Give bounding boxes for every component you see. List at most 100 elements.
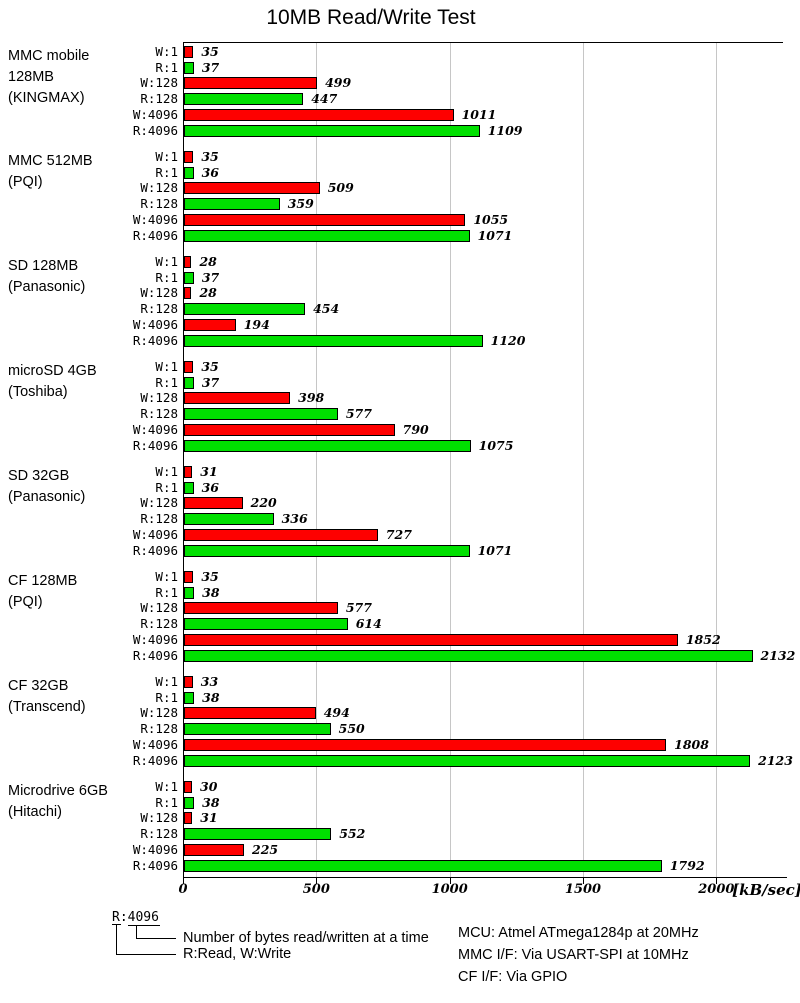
bar-read — [184, 334, 483, 347]
bar-row-label: R:1 — [155, 59, 178, 75]
bar-value-label: 28 — [199, 285, 217, 301]
legend-connector-line — [136, 925, 137, 939]
bar-value-label: 33 — [200, 674, 219, 689]
bar-row-label: R:128 — [140, 511, 178, 527]
bar-read — [184, 859, 662, 872]
bar-row-label: R:1 — [155, 269, 178, 285]
category-label-line: SD 128MB — [8, 258, 79, 274]
category-label-line: (Transcend) — [8, 699, 86, 715]
bar-row-label: W:1 — [155, 44, 178, 59]
category-label: MMC 512MB (PQI) — [8, 151, 178, 193]
bar-value-label: 1852 — [685, 631, 721, 647]
category-label-line: MMC 512MB — [8, 153, 93, 169]
bar-row-label: W:4096 — [132, 631, 178, 647]
legend-connector-line — [116, 954, 176, 955]
category-label-line: (Hitachi) — [8, 804, 62, 820]
bar-value-label: 1055 — [473, 211, 509, 227]
bar-row-label: R:1 — [155, 689, 178, 705]
bar-write — [184, 843, 244, 856]
bar-row-label: R:1 — [155, 479, 178, 495]
category-label-line: (PQI) — [8, 174, 43, 190]
bar-row-label: W:128 — [140, 285, 178, 301]
bar-value-label: 194 — [243, 316, 270, 332]
bar-value-label: 1792 — [669, 857, 705, 873]
bar-write — [184, 676, 193, 688]
legend-underline — [128, 925, 160, 926]
y-axis-line — [183, 42, 184, 878]
bar-write — [184, 571, 194, 583]
bar-row-label: R:4096 — [132, 857, 178, 873]
bar-row-label: R:128 — [140, 406, 178, 422]
bar-row-label: W:4096 — [132, 106, 178, 122]
bar-row-label: W:128 — [140, 390, 178, 406]
bar-write — [184, 46, 194, 58]
bar-row-label: R:4096 — [132, 437, 178, 453]
bar-value-label: 1808 — [674, 736, 709, 752]
bar-value-label: 38 — [202, 794, 220, 810]
bar-value-label: 577 — [345, 406, 372, 422]
bar-read — [184, 439, 471, 452]
bar-read — [184, 618, 348, 631]
bar-write — [184, 182, 320, 195]
category-label-line: microSD 4GB — [8, 363, 97, 379]
bar-row-label: R:4096 — [132, 332, 178, 348]
bar-write — [184, 392, 291, 405]
bar-read — [184, 271, 194, 284]
info-line-cf-if: CF I/F: Via GPIO — [458, 969, 568, 985]
bar-read — [184, 124, 480, 137]
bar-write — [184, 318, 236, 331]
gridline — [716, 43, 718, 877]
bar-row-label: R:128 — [140, 196, 178, 212]
bar-row-label: W:4096 — [132, 421, 178, 437]
bar-value-label: 577 — [345, 600, 372, 616]
bar-row-label: R:128 — [140, 91, 178, 107]
plot-top-border — [183, 42, 783, 43]
axis-tick — [583, 878, 584, 884]
category-label-line: (Panasonic) — [8, 279, 86, 295]
bar-value-label: 494 — [323, 705, 350, 721]
bar-value-label: 38 — [202, 689, 220, 705]
category-label: microSD 4GB (Toshiba) — [8, 361, 178, 403]
bar-value-label: 499 — [325, 75, 352, 91]
bar-row-label: W:1 — [155, 254, 178, 269]
bar-value-label: 336 — [281, 511, 308, 527]
plot-area: [kB/sec] 0 500 1000 1500 2000 MMC mobile 128MB… — [8, 42, 800, 899]
bar-read — [184, 303, 306, 316]
legend-note-rw: R:Read, W:Write — [183, 946, 292, 962]
category-label-line: (PQI) — [8, 594, 43, 610]
bar-value-label: 552 — [339, 826, 366, 842]
bar-row-label: R:1 — [155, 584, 178, 600]
bar-value-label: 36 — [201, 164, 219, 180]
legend-note-bytes: Number of bytes read/written at a time — [183, 930, 429, 946]
axis-tick-label: 2000 — [698, 882, 735, 897]
bar-row-label: R:4096 — [132, 647, 178, 663]
bar-value-label: 2132 — [760, 647, 796, 663]
bar-row-label: W:4096 — [132, 841, 178, 857]
bar-write — [184, 738, 667, 751]
legend-connector-line — [136, 938, 176, 939]
bar-value-label: 614 — [355, 616, 382, 632]
bar-read — [184, 691, 195, 704]
bar-write — [184, 466, 193, 478]
gridline — [449, 43, 451, 877]
bar-row-label: W:1 — [155, 359, 178, 374]
bar-row-label: R:4096 — [132, 122, 178, 138]
bar-read — [184, 229, 470, 242]
bar-value-label: 1120 — [490, 332, 526, 348]
bar-row-label: W:128 — [140, 495, 178, 511]
legend-sample-label: R:4096 — [112, 910, 159, 925]
bar-write — [184, 77, 318, 90]
bar-value-label: 31 — [200, 810, 218, 826]
axis-tick-label: 1500 — [564, 882, 602, 897]
bar-value-label: 1109 — [487, 122, 523, 138]
bar-row-label: R:4096 — [132, 542, 178, 558]
category-label-line: (KINGMAX) — [8, 90, 85, 106]
category-label-line: 128MB — [8, 69, 54, 85]
gridline — [316, 43, 318, 877]
bar-value-label: 36 — [201, 479, 219, 495]
bar-value-label: 1075 — [478, 437, 514, 453]
axis-tick-label: 500 — [302, 882, 330, 897]
bar-write — [184, 151, 194, 163]
bar-row-label: R:1 — [155, 164, 178, 180]
